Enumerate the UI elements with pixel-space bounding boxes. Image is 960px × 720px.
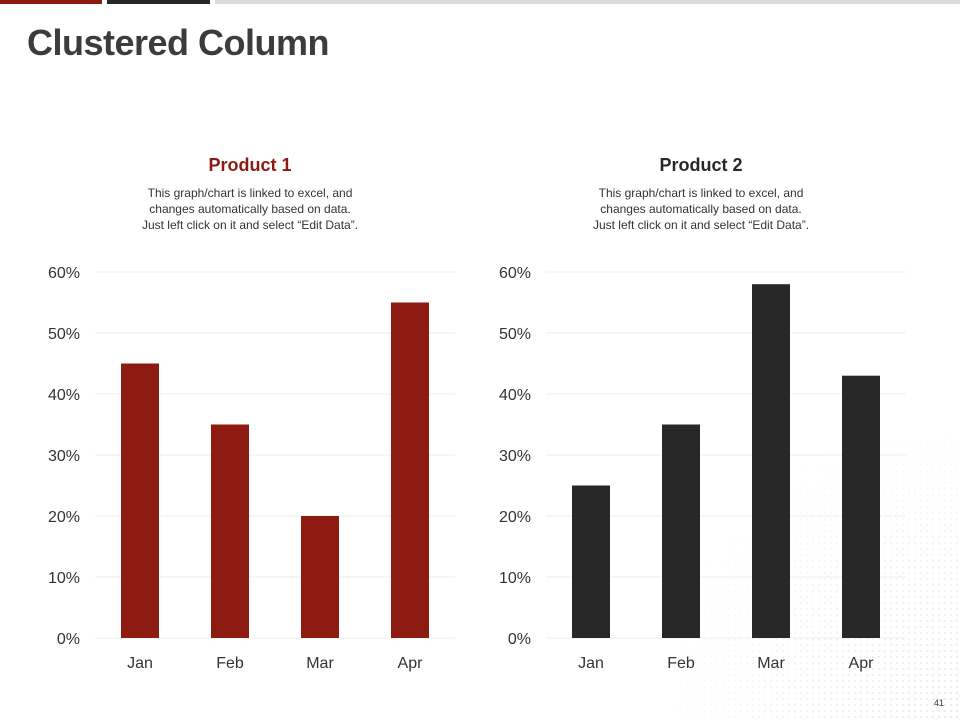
top-accent-bar-dark: [107, 0, 210, 4]
bar-apr[interactable]: [391, 302, 429, 639]
x-tick-label: Jan: [127, 655, 153, 672]
bar-apr[interactable]: [842, 375, 880, 638]
x-tick-label: Jan: [578, 655, 604, 672]
chart-panel-product-1: Product 1 This graph/chart is linked to …: [25, 150, 475, 680]
column-chart-product-2[interactable]: 0% 10% 20% 30% 40% 50% 60% Jan Feb Mar Apr: [476, 250, 926, 680]
y-tick-label: 60%: [499, 265, 531, 282]
y-tick-label: 50%: [499, 326, 531, 343]
x-tick-label: Feb: [216, 655, 244, 672]
chart-panel-product-2: Product 2 This graph/chart is linked to …: [476, 150, 926, 680]
y-tick-label: 50%: [48, 326, 80, 343]
bar-mar[interactable]: [301, 516, 339, 638]
x-tick-label: Feb: [667, 655, 695, 672]
y-tick-label: 20%: [499, 509, 531, 526]
bar-feb[interactable]: [662, 424, 700, 639]
y-tick-label: 40%: [499, 387, 531, 404]
bar-feb[interactable]: [211, 424, 249, 639]
page-title: Clustered Column: [27, 22, 330, 63]
decorative-dot-pattern: [660, 420, 960, 720]
y-tick-label: 30%: [48, 448, 80, 465]
x-tick-label: Apr: [849, 655, 875, 672]
chart-title: Product 2: [659, 155, 743, 175]
y-tick-label: 10%: [48, 570, 80, 587]
page-number: 41: [933, 698, 944, 708]
y-tick-label: 60%: [48, 265, 80, 282]
column-chart-product-1[interactable]: 0% 10% 20% 30% 40% 50% 60% Jan Feb Mar Apr: [25, 250, 475, 680]
x-tick-label: Apr: [398, 655, 424, 672]
bar-jan[interactable]: [121, 363, 159, 639]
y-tick-label: 40%: [48, 387, 80, 404]
bar-jan[interactable]: [572, 485, 610, 639]
x-tick-label: Mar: [306, 655, 334, 672]
chart-note: This graph/chart is linked to excel, and…: [141, 186, 359, 232]
chart-title: Product 1: [208, 155, 292, 175]
y-tick-label: 10%: [499, 570, 531, 587]
chart-note: This graph/chart is linked to excel, and…: [592, 186, 810, 232]
y-tick-label: 0%: [57, 631, 80, 648]
y-tick-label: 20%: [48, 509, 80, 526]
top-accent-bar-gray: [215, 0, 960, 4]
top-accent-bar-red: [0, 0, 102, 4]
y-tick-label: 30%: [499, 448, 531, 465]
bar-mar[interactable]: [752, 284, 790, 638]
x-tick-label: Mar: [757, 655, 785, 672]
y-tick-label: 0%: [508, 631, 531, 648]
